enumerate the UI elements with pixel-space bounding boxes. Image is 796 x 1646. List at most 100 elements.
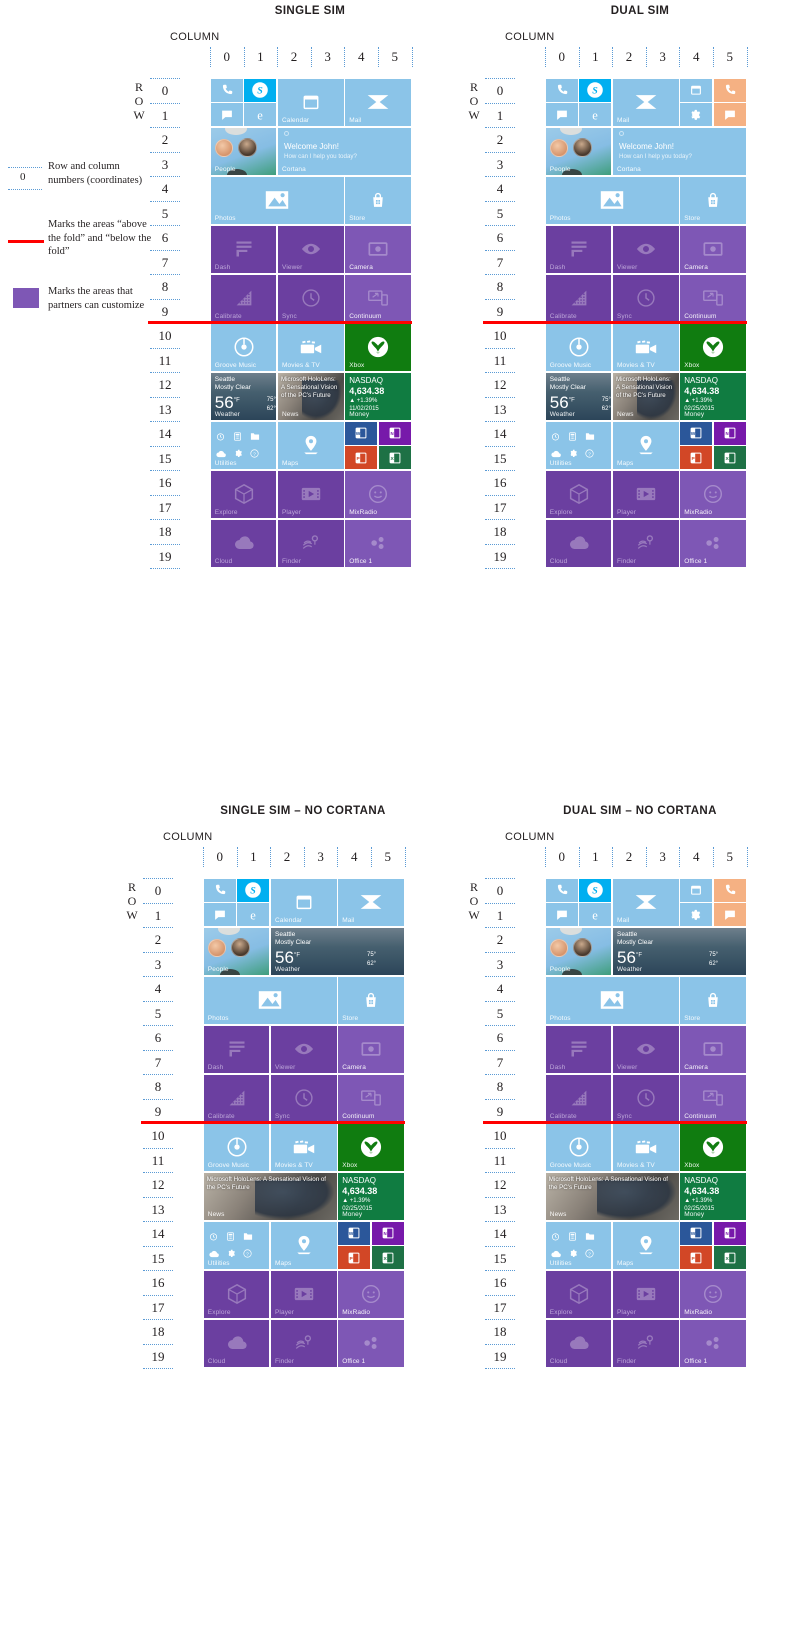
tile-finder[interactable]: Finder	[278, 519, 344, 568]
tile-dash[interactable]: Dash	[545, 225, 612, 274]
tile-xbox[interactable]: Xbox	[680, 323, 746, 372]
tile-viewer[interactable]: Viewer	[613, 225, 679, 274]
tile-photos[interactable]: Photos	[545, 976, 679, 1025]
tile-settings[interactable]	[680, 103, 713, 127]
tile-edge[interactable]: e	[579, 903, 612, 927]
tile-camera[interactable]: Camera	[338, 1025, 404, 1074]
tile-continuum[interactable]: Continuum	[338, 1074, 404, 1123]
tile-continuum[interactable]: Continuum	[680, 1074, 746, 1123]
tile-sync[interactable]: Sync	[278, 274, 344, 323]
tile-calibrate[interactable]: Calibrate	[545, 1074, 612, 1123]
tile-calibrate[interactable]: Calibrate	[545, 274, 612, 323]
tile-onenote[interactable]: N	[713, 421, 746, 445]
tile-dash[interactable]: Dash	[545, 1025, 612, 1074]
tile-edge[interactable]: e	[244, 103, 277, 127]
tile-player[interactable]: Player	[278, 470, 344, 519]
tile-phone[interactable]	[210, 78, 243, 102]
tile-calibrate[interactable]: Calibrate	[203, 1074, 270, 1123]
tile-viewer[interactable]: Viewer	[613, 1025, 679, 1074]
tile-cloud[interactable]: Cloud	[545, 519, 612, 568]
tile-groove-music[interactable]: Groove Music	[203, 1123, 270, 1172]
tile-money[interactable]: NASDAQ 4,634.38 ▲ +1.39% 02/25/2015 Money	[680, 1172, 746, 1221]
tile-news[interactable]: Microsoft HoloLens: A Sensational Vision…	[203, 1172, 337, 1221]
tile-maps[interactable]: Maps	[613, 421, 679, 470]
tile-camera[interactable]: Camera	[345, 225, 411, 274]
tile-office-1[interactable]: Office 1	[345, 519, 411, 568]
tile-phone-2[interactable]	[713, 78, 746, 102]
tile-calendar[interactable]: 13 Calendar	[278, 78, 344, 127]
tile-settings[interactable]	[680, 903, 713, 927]
tile-skype[interactable]: S	[237, 878, 270, 902]
tile-movies-tv[interactable]: Movies & TV	[278, 323, 344, 372]
tile-word[interactable]: W	[680, 421, 713, 445]
tile-photos[interactable]: Photos	[210, 176, 344, 225]
tile-mixradio[interactable]: MixRadio	[680, 1270, 746, 1319]
tile-groove-music[interactable]: Groove Music	[210, 323, 277, 372]
tile-phone[interactable]	[545, 78, 578, 102]
tile-onenote[interactable]: N	[713, 1221, 746, 1245]
tile-groove-music[interactable]: Groove Music	[545, 1123, 612, 1172]
tile-mixradio[interactable]: MixRadio	[345, 470, 411, 519]
tile-continuum[interactable]: Continuum	[345, 274, 411, 323]
tile-news[interactable]: Microsoft HoloLens: A Sensational Vision…	[613, 372, 679, 421]
tile-viewer[interactable]: Viewer	[278, 225, 344, 274]
tile-word[interactable]: W	[345, 421, 378, 445]
tile-sync[interactable]: Sync	[613, 274, 679, 323]
tile-powerpoint[interactable]: P	[680, 1246, 713, 1270]
tile-office-1[interactable]: Office 1	[338, 1319, 404, 1368]
tile-mail[interactable]: Mail	[338, 878, 404, 927]
tile-calendar[interactable]: 13 Calendar	[271, 878, 337, 927]
tile-phone[interactable]	[203, 878, 236, 902]
tile-store[interactable]: Store	[680, 976, 746, 1025]
tile-messaging[interactable]	[210, 103, 243, 127]
tile-sync[interactable]: Sync	[613, 1074, 679, 1123]
tile-news[interactable]: Microsoft HoloLens: A Sensational Vision…	[545, 1172, 679, 1221]
tile-people[interactable]: People	[203, 927, 270, 976]
tile-phone[interactable]	[545, 878, 578, 902]
tile-excel[interactable]: X	[371, 1246, 404, 1270]
tile-utilities[interactable]: ? Utilities	[545, 1221, 612, 1270]
tile-player[interactable]: Player	[271, 1270, 337, 1319]
tile-messaging[interactable]	[545, 903, 578, 927]
tile-mail[interactable]: Mail	[613, 78, 679, 127]
tile-photos[interactable]: Photos	[545, 176, 679, 225]
tile-player[interactable]: Player	[613, 1270, 679, 1319]
tile-xbox[interactable]: Xbox	[338, 1123, 404, 1172]
tile-finder[interactable]: Finder	[271, 1319, 337, 1368]
tile-onenote[interactable]: N	[371, 1221, 404, 1245]
tile-excel[interactable]: X	[713, 1246, 746, 1270]
tile-edge[interactable]: e	[237, 903, 270, 927]
tile-explore[interactable]: Explore	[203, 1270, 270, 1319]
tile-people[interactable]: People	[210, 127, 277, 176]
tile-powerpoint[interactable]: P	[338, 1246, 371, 1270]
tile-maps[interactable]: Maps	[613, 1221, 679, 1270]
tile-movies-tv[interactable]: Movies & TV	[613, 1123, 679, 1172]
tile-cloud[interactable]: Cloud	[203, 1319, 270, 1368]
tile-store[interactable]: Store	[338, 976, 404, 1025]
tile-weather[interactable]: Seattle Mostly Clear 56°F 75° 62° Weather	[210, 372, 277, 421]
tile-excel[interactable]: X	[713, 446, 746, 470]
tile-maps[interactable]: Maps	[278, 421, 344, 470]
tile-finder[interactable]: Finder	[613, 1319, 679, 1368]
tile-xbox[interactable]: Xbox	[680, 1123, 746, 1172]
tile-messaging-2[interactable]	[713, 903, 746, 927]
tile-money[interactable]: NASDAQ 4,634.38 ▲ +1.39% 11/02/2015 Money	[345, 372, 411, 421]
tile-store[interactable]: Store	[680, 176, 746, 225]
tile-camera[interactable]: Camera	[680, 225, 746, 274]
tile-cloud[interactable]: Cloud	[210, 519, 277, 568]
tile-calendar-2[interactable]	[680, 878, 713, 902]
tile-phone-2[interactable]	[713, 878, 746, 902]
tile-cortana[interactable]: Welcome John! How can I help you today? Co…	[278, 127, 411, 176]
tile-utilities[interactable]: ? Utilities	[210, 421, 277, 470]
tile-mail[interactable]: Mail	[345, 78, 411, 127]
tile-movies-tv[interactable]: Movies & TV	[613, 323, 679, 372]
tile-excel[interactable]: X	[378, 446, 411, 470]
tile-powerpoint[interactable]: P	[345, 446, 378, 470]
tile-cloud[interactable]: Cloud	[545, 1319, 612, 1368]
tile-edge[interactable]: e	[579, 103, 612, 127]
tile-photos[interactable]: Photos	[203, 976, 337, 1025]
tile-explore[interactable]: Explore	[545, 470, 612, 519]
tile-money[interactable]: NASDAQ 4,634.38 ▲ +1.39% 02/25/2015 Money	[338, 1172, 404, 1221]
tile-money[interactable]: NASDAQ 4,634.38 ▲ +1.39% 02/25/2015 Money	[680, 372, 746, 421]
